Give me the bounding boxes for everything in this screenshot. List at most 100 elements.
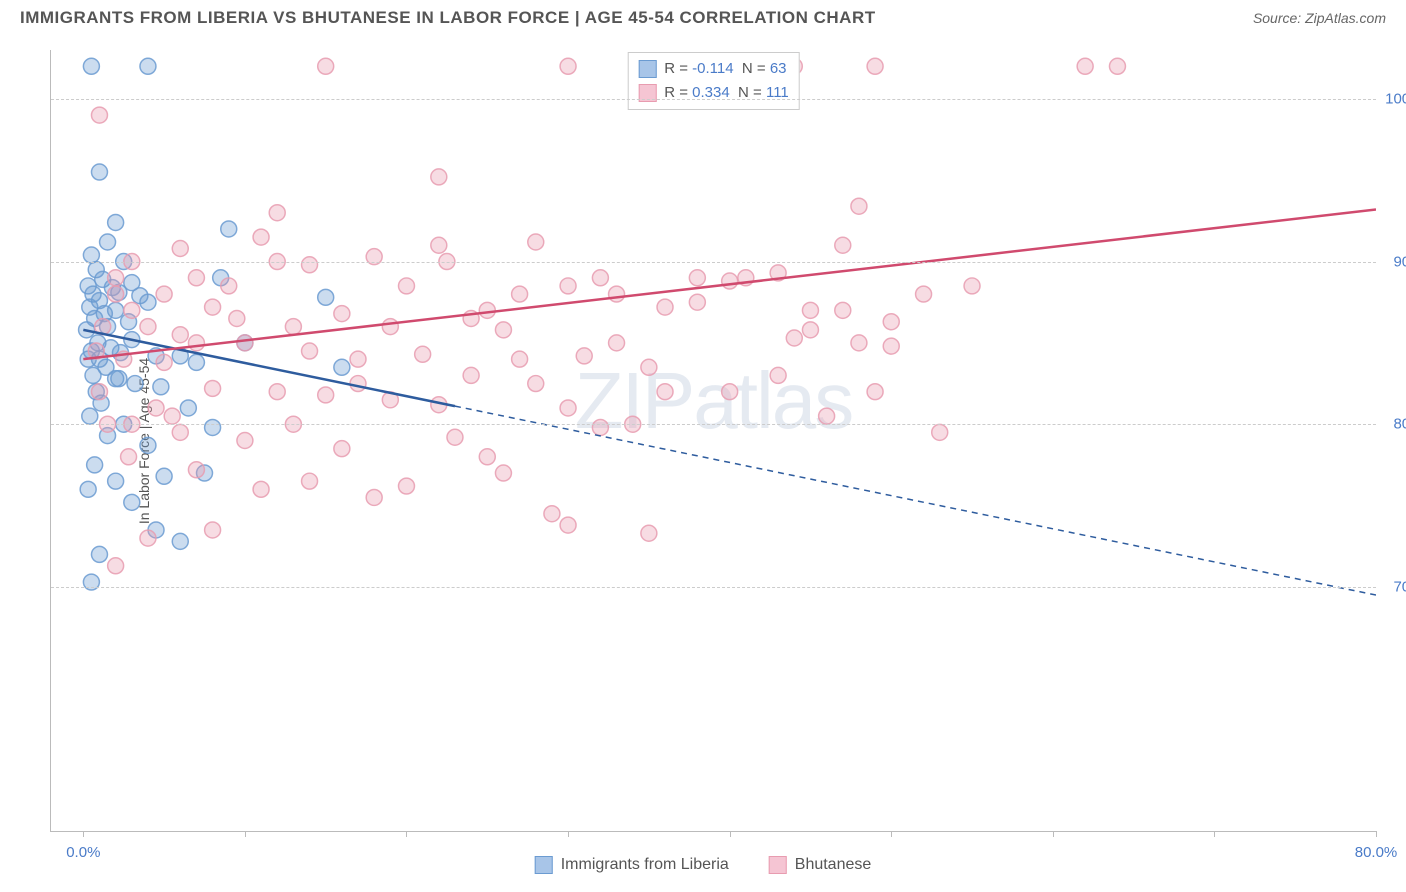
data-point: [512, 351, 528, 367]
data-point: [916, 286, 932, 302]
data-point: [592, 270, 608, 286]
data-point: [560, 58, 576, 74]
data-point: [334, 306, 350, 322]
data-point: [124, 494, 140, 510]
data-point: [495, 322, 511, 338]
data-point: [140, 437, 156, 453]
data-point: [560, 278, 576, 294]
data-point: [544, 506, 560, 522]
source-attribution: Source: ZipAtlas.com: [1253, 10, 1386, 26]
data-point: [560, 517, 576, 533]
data-point: [431, 237, 447, 253]
stats-legend: R = -0.114 N = 63 R = 0.334 N = 111: [627, 52, 800, 110]
gridline: [51, 99, 1376, 100]
data-point: [153, 379, 169, 395]
data-point: [528, 234, 544, 250]
data-point: [124, 302, 140, 318]
data-point: [382, 319, 398, 335]
data-point: [253, 229, 269, 245]
data-point: [188, 462, 204, 478]
data-point: [431, 169, 447, 185]
data-point: [140, 530, 156, 546]
data-point: [512, 286, 528, 302]
y-tick-label: 100.0%: [1385, 90, 1406, 107]
data-point: [156, 468, 172, 484]
stats-row-liberia: R = -0.114 N = 63: [638, 57, 789, 81]
x-tick-mark: [568, 831, 569, 837]
data-point: [770, 367, 786, 383]
data-point: [205, 380, 221, 396]
x-tick-mark: [83, 831, 84, 837]
x-tick-mark: [1214, 831, 1215, 837]
data-point: [91, 546, 107, 562]
data-point: [883, 338, 899, 354]
data-point: [1077, 58, 1093, 74]
data-point: [148, 400, 164, 416]
data-point: [140, 319, 156, 335]
data-point: [528, 376, 544, 392]
data-point: [689, 270, 705, 286]
data-point: [350, 376, 366, 392]
data-point: [269, 384, 285, 400]
data-point: [221, 221, 237, 237]
gridline: [51, 587, 1376, 588]
data-point: [835, 237, 851, 253]
data-point: [85, 367, 101, 383]
y-tick-label: 90.0%: [1393, 253, 1406, 270]
x-tick-label: 0.0%: [66, 844, 100, 861]
data-point: [108, 558, 124, 574]
data-point: [835, 302, 851, 318]
x-tick-mark: [1376, 831, 1377, 837]
data-point: [108, 286, 124, 302]
data-point: [334, 441, 350, 457]
data-point: [180, 400, 196, 416]
data-point: [111, 371, 127, 387]
swatch-bhutanese-icon: [769, 856, 787, 874]
data-point: [851, 335, 867, 351]
data-point: [576, 348, 592, 364]
data-point: [867, 58, 883, 74]
data-point: [463, 367, 479, 383]
swatch-liberia-icon: [535, 856, 553, 874]
data-point: [188, 335, 204, 351]
data-point: [156, 354, 172, 370]
chart-title: IMMIGRANTS FROM LIBERIA VS BHUTANESE IN …: [20, 8, 876, 28]
gridline: [51, 424, 1376, 425]
data-point: [609, 286, 625, 302]
data-point: [447, 429, 463, 445]
data-point: [318, 387, 334, 403]
stats-row-bhutanese: R = 0.334 N = 111: [638, 81, 789, 105]
data-point: [802, 322, 818, 338]
data-point: [398, 278, 414, 294]
data-point: [479, 449, 495, 465]
data-point: [657, 384, 673, 400]
data-point: [495, 465, 511, 481]
data-point: [851, 198, 867, 214]
data-point: [253, 481, 269, 497]
data-point: [302, 257, 318, 273]
data-point: [722, 273, 738, 289]
data-point: [479, 302, 495, 318]
data-point: [609, 335, 625, 351]
gridline: [51, 262, 1376, 263]
data-point: [205, 419, 221, 435]
data-point: [140, 294, 156, 310]
data-point: [802, 302, 818, 318]
data-point: [657, 299, 673, 315]
data-point: [80, 481, 96, 497]
data-point: [164, 408, 180, 424]
data-point: [108, 214, 124, 230]
data-point: [108, 473, 124, 489]
data-point: [172, 241, 188, 257]
data-point: [100, 234, 116, 250]
data-point: [302, 473, 318, 489]
data-point: [641, 359, 657, 375]
data-point: [560, 400, 576, 416]
data-point: [156, 286, 172, 302]
data-point: [121, 449, 137, 465]
data-point: [334, 359, 350, 375]
data-point: [205, 522, 221, 538]
data-point: [108, 270, 124, 286]
legend-item-bhutanese: Bhutanese: [769, 856, 872, 874]
data-point: [318, 289, 334, 305]
